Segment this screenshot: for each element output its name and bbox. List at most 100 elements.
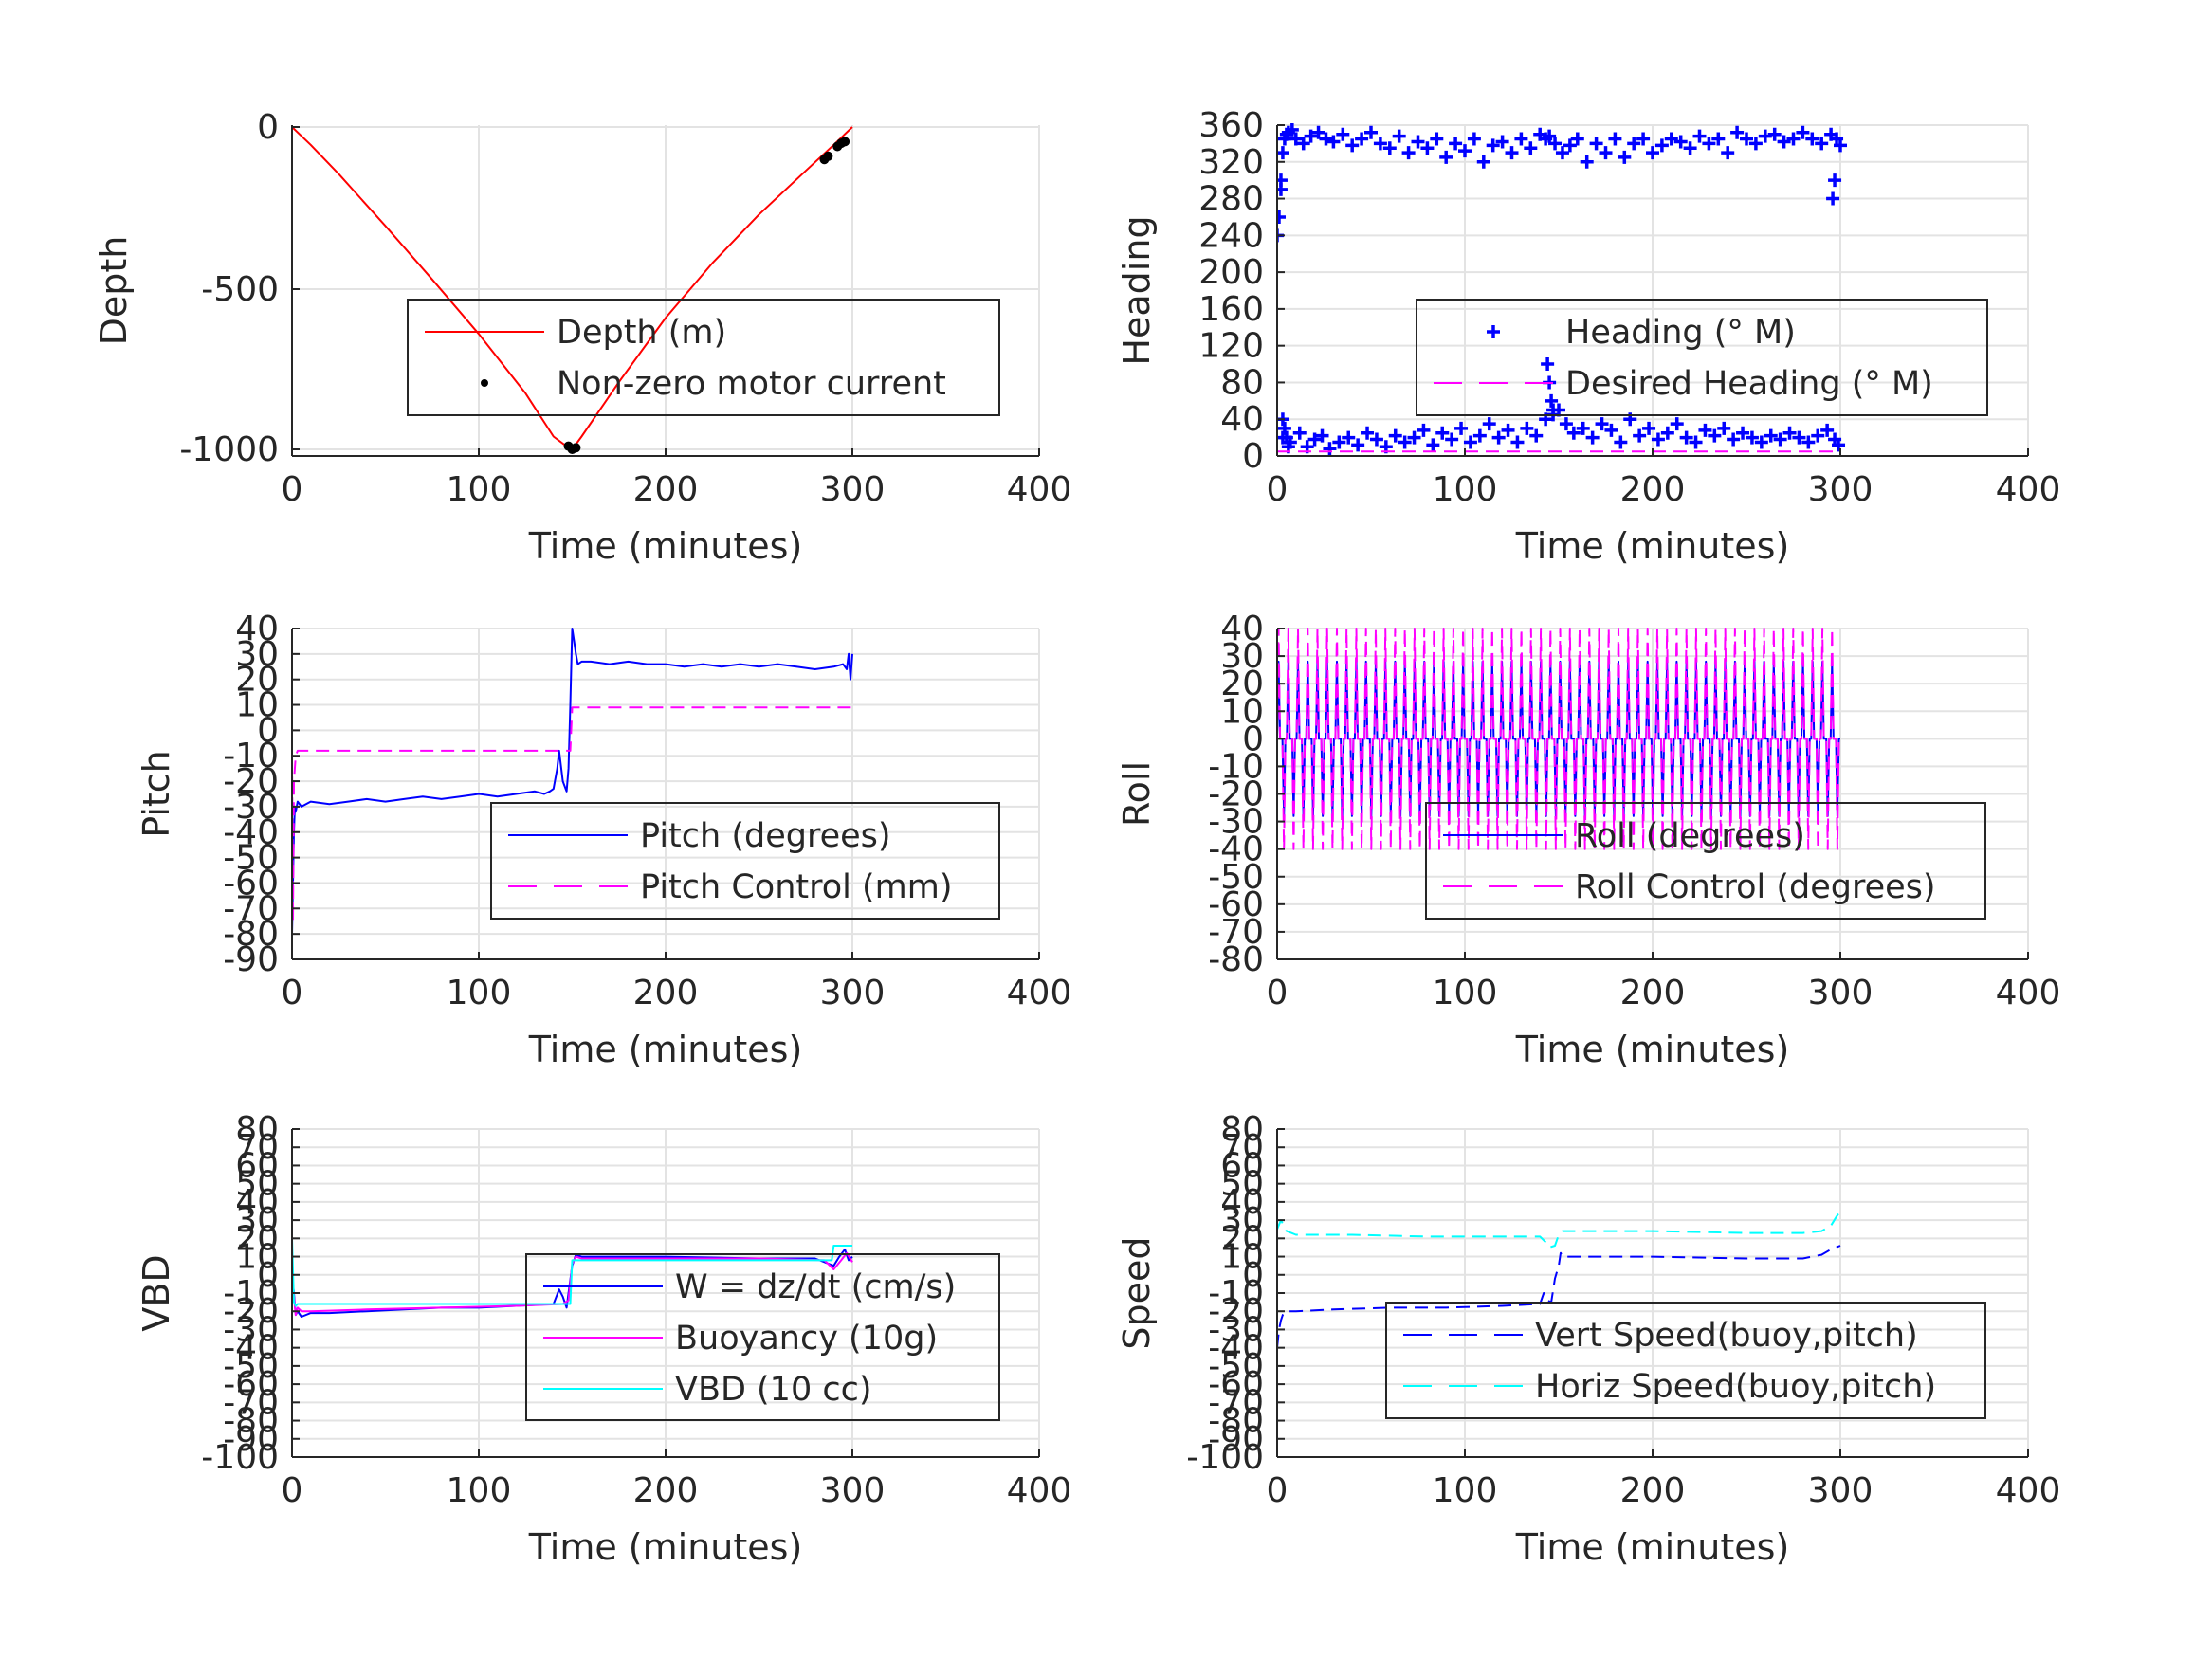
y-tick-label: -70 [1208, 913, 1264, 952]
legend-box [525, 1253, 1000, 1421]
x-tick-label: 300 [820, 470, 886, 509]
x-tick-label: 100 [447, 974, 512, 1012]
y-tick-label: -30 [223, 788, 279, 827]
series-heading-m-point [1673, 135, 1688, 149]
series-heading-m-point [1545, 393, 1559, 408]
y-tick-label: -40 [223, 1329, 279, 1368]
series-heading-m-point [1614, 435, 1628, 449]
y-tick-label: 160 [1198, 290, 1264, 329]
legend-entry: Roll (degrees) [1575, 817, 1805, 855]
series-heading-m-point [1563, 138, 1577, 153]
y-tick-label: -70 [223, 889, 279, 928]
y-tick-label: 30 [1220, 1201, 1264, 1240]
series-heading-m-point [1435, 426, 1450, 440]
series-heading-m-point [1289, 132, 1303, 146]
legend-entry: Pitch Control (mm) [640, 868, 952, 906]
y-tick-label: 280 [1198, 180, 1264, 219]
x-tick-label: 200 [1620, 974, 1686, 1012]
y-tick-label: 70 [235, 1128, 279, 1167]
series-heading-m-point [1692, 129, 1707, 143]
legend-box [490, 802, 1000, 920]
legend-swatch [481, 379, 488, 387]
y-tick-label: -80 [223, 1402, 279, 1441]
series-heading-m-point [1595, 417, 1609, 431]
legend-entry: Buoyancy (10g) [675, 1320, 938, 1358]
series-heading-m-point [1548, 137, 1563, 151]
series-heading-m-point [1711, 132, 1726, 146]
x-tick-label: 200 [1620, 1471, 1686, 1510]
y-tick-label: -60 [223, 1365, 279, 1404]
series-heading-m-point [1382, 141, 1397, 155]
y-tick-label: 10 [1220, 692, 1264, 731]
series-heading-m-point [1285, 123, 1299, 137]
x-tick-label: 100 [1433, 974, 1498, 1012]
series-heading-m-point [1373, 137, 1387, 151]
legend-entry: Depth (m) [557, 314, 726, 352]
x-tick-label: 300 [1808, 1471, 1874, 1510]
x-axis-label: Time (minutes) [1515, 525, 1790, 567]
x-tick-label: 300 [1808, 974, 1874, 1012]
plot-area [292, 126, 853, 454]
series-heading-m-point [1361, 426, 1375, 440]
series-heading-m-point [1501, 423, 1515, 437]
series-heading-m-point [1495, 135, 1509, 149]
x-tick-label: 200 [633, 1471, 699, 1510]
legend: Roll (degrees) Roll Control (degrees) [1425, 802, 1986, 920]
series-heading-m-point [1369, 432, 1383, 447]
y-tick-label: -90 [223, 940, 279, 979]
y-tick-label: -70 [1208, 1383, 1264, 1422]
series-heading-m-point [1599, 146, 1613, 160]
series-heading-m-point [1307, 432, 1322, 447]
y-tick-label: -10 [223, 1274, 279, 1313]
y-tick-label: -20 [223, 762, 279, 801]
series-non-zero-motor-current-point [571, 443, 581, 453]
x-tick-label: 200 [633, 974, 699, 1012]
series-heading-m-point [1505, 146, 1519, 160]
x-tick-label: 400 [1007, 974, 1072, 1012]
series-heading-m-point [1585, 430, 1600, 445]
x-tick-label: 400 [1996, 470, 2061, 509]
x-axis-label: Time (minutes) [528, 525, 803, 567]
series-heading-m-point [1364, 125, 1378, 139]
series-heading-m-point [1486, 138, 1500, 153]
x-tick-label: 0 [1267, 470, 1289, 509]
series-heading-m-point [1651, 432, 1665, 447]
x-axis-label: Time (minutes) [1515, 1526, 1790, 1568]
series-heading-m-point [1311, 125, 1325, 139]
series-heading-m-point [1796, 125, 1810, 139]
x-tick-label: 200 [1620, 470, 1686, 509]
series-heading-m-point [1277, 210, 1286, 224]
y-tick-label: -100 [1186, 1438, 1264, 1477]
series-heading-m-point [1782, 426, 1797, 440]
series-heading-m-point [1458, 144, 1472, 158]
legend: Depth (m) Non-zero motor current [407, 299, 1000, 416]
y-tick-label: -20 [1208, 1292, 1264, 1331]
legend-swatch [1487, 325, 1500, 338]
chart-panel-4: 0 100 200 300 400-80-70-60-50-40-30-20-10010… [1116, 610, 2060, 1070]
series-heading-m-point [1555, 146, 1569, 160]
legend-entry: Heading (° M) [1565, 314, 1796, 352]
series-heading-m-point [1426, 438, 1440, 452]
series-heading-m-point [1832, 438, 1846, 452]
x-tick-label: 200 [633, 470, 699, 509]
series-heading-m-point [1636, 132, 1651, 146]
y-tick-label: -40 [1208, 1329, 1264, 1368]
series-heading-m-point [1472, 428, 1487, 443]
series-heading-m-point [1646, 146, 1659, 160]
y-tick-label: 10 [235, 1238, 279, 1277]
series-heading-m-point [1420, 141, 1435, 155]
legend: W = dz/dt (cm/s) Buoyancy (10g) VBD (10 cc… [525, 1253, 1000, 1421]
legend-entry: Vert Speed(buoy,pitch) [1535, 1317, 1918, 1355]
series-heading-m-point [1292, 426, 1307, 440]
y-tick-label: 0 [257, 108, 279, 147]
series-heading-m-point [1745, 430, 1759, 445]
x-tick-label: 400 [1007, 1471, 1072, 1510]
y-tick-label: 60 [1220, 1146, 1264, 1185]
x-axis-label: Time (minutes) [528, 1029, 803, 1070]
y-tick-label: -80 [1208, 940, 1264, 979]
x-tick-label: 100 [447, 1471, 512, 1510]
x-tick-label: 100 [1433, 1471, 1498, 1510]
y-tick-label: 20 [1220, 1219, 1264, 1258]
y-tick-label: 120 [1198, 327, 1264, 366]
y-tick-label: -40 [1208, 830, 1264, 869]
